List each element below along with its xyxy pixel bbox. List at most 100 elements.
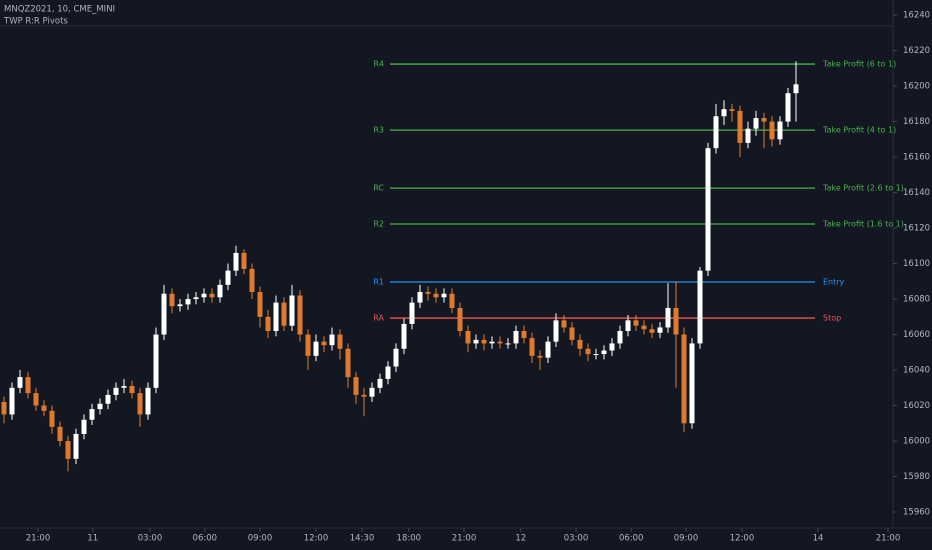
candle-body <box>745 128 751 143</box>
candle-body <box>409 302 415 324</box>
candle-body <box>465 330 471 344</box>
candle-body <box>377 378 383 388</box>
y-tick-label: 16040 <box>903 366 930 376</box>
candle-body <box>313 341 319 356</box>
candle-body <box>617 330 623 344</box>
candle-body <box>705 148 711 271</box>
candle-body <box>193 297 199 300</box>
candle-body <box>305 334 311 356</box>
candle-body <box>689 343 695 424</box>
candle-body <box>585 348 591 355</box>
candle-body <box>89 409 95 420</box>
candle-body <box>513 330 519 344</box>
candle-body <box>9 387 15 415</box>
level-left-label: RA <box>373 314 384 323</box>
candle-body <box>681 334 687 424</box>
candle-body <box>121 386 127 388</box>
level-left-label: RC <box>373 184 384 193</box>
x-tick-label: 09:00 <box>248 534 273 544</box>
candle-body <box>625 320 631 331</box>
candle-body <box>769 121 775 140</box>
x-tick-label: 11 <box>87 534 98 544</box>
candle-body <box>41 405 47 411</box>
candle-body <box>201 293 207 298</box>
candle-body <box>249 268 255 292</box>
x-tick-label: 09:00 <box>674 534 699 544</box>
plot: R4 Take Profit (6 to 1) R3 Take Profit (4 t… <box>1 60 904 472</box>
candle-body <box>257 291 263 317</box>
candle-body <box>609 343 615 351</box>
y-tick-label: 16000 <box>903 437 930 447</box>
candle-body <box>601 350 607 355</box>
x-tick-label: 12:00 <box>730 534 755 544</box>
candle-body <box>321 341 327 346</box>
candle-body <box>553 320 559 342</box>
candle-body <box>737 110 743 143</box>
candle-body <box>633 320 639 326</box>
level-left-label: R3 <box>373 126 384 135</box>
candle-body <box>297 295 303 335</box>
x-tick-label: 12:00 <box>304 534 329 544</box>
candle-body <box>345 348 351 378</box>
y-tick-label: 16240 <box>903 11 930 21</box>
candle-body <box>641 325 647 330</box>
candle-body <box>777 121 783 140</box>
level-right-label: Take Profit (2.6 to 1) <box>822 184 904 193</box>
candle-body <box>593 354 599 356</box>
level-right-label: Entry <box>823 278 845 287</box>
candle-body <box>577 339 583 349</box>
candle-body <box>225 270 231 285</box>
candle-body <box>329 334 335 346</box>
candle-body <box>281 302 287 326</box>
y-tick-label: 15980 <box>903 472 930 482</box>
candle-body <box>753 118 759 129</box>
candle-body <box>441 293 447 298</box>
candle-body <box>337 334 343 349</box>
x-tick-label: 21:00 <box>26 534 51 544</box>
candle-body <box>729 109 735 111</box>
candle-body <box>657 327 663 333</box>
candle-body <box>489 341 495 344</box>
y-tick-label: 16100 <box>903 259 930 269</box>
level-left-label: R2 <box>373 219 384 228</box>
candle-body <box>233 252 239 271</box>
candle-body <box>289 295 295 326</box>
candle-body <box>33 393 39 406</box>
candle-body <box>369 387 375 397</box>
candle-body <box>129 386 135 394</box>
candle-body <box>217 284 223 298</box>
candle-body <box>1 401 7 415</box>
candle-body <box>673 307 679 335</box>
candle-body <box>97 403 103 410</box>
candle-body <box>449 293 455 308</box>
candle-body <box>57 426 63 442</box>
candle-body <box>105 394 111 404</box>
candle-body <box>265 316 271 331</box>
candle-body <box>537 355 543 358</box>
candle-body <box>177 304 183 307</box>
level-right-label: Take Profit (1.6 to 1) <box>822 219 904 228</box>
candle-body <box>793 84 799 94</box>
y-tick-label: 16060 <box>903 330 930 340</box>
candle-body <box>521 330 527 339</box>
candle-body <box>81 419 87 434</box>
x-tick-label: 14:30 <box>350 534 375 544</box>
candle-body <box>401 323 407 349</box>
y-tick-label: 16160 <box>903 153 930 163</box>
candle-body <box>361 394 367 397</box>
candle-body <box>761 118 767 122</box>
y-tick-label: 16140 <box>903 188 930 198</box>
candle-body <box>721 109 727 117</box>
candle-body <box>145 387 151 415</box>
candle-body <box>505 343 511 345</box>
candle-body <box>241 252 247 269</box>
candle-body <box>385 366 391 379</box>
candle-body <box>209 293 215 298</box>
candle-body <box>161 293 167 335</box>
x-tick-label: 14 <box>813 534 824 544</box>
level-right-label: Take Profit (6 to 1) <box>822 60 896 69</box>
y-tick-label: 16120 <box>903 224 930 234</box>
y-tick-label: 16080 <box>903 295 930 305</box>
